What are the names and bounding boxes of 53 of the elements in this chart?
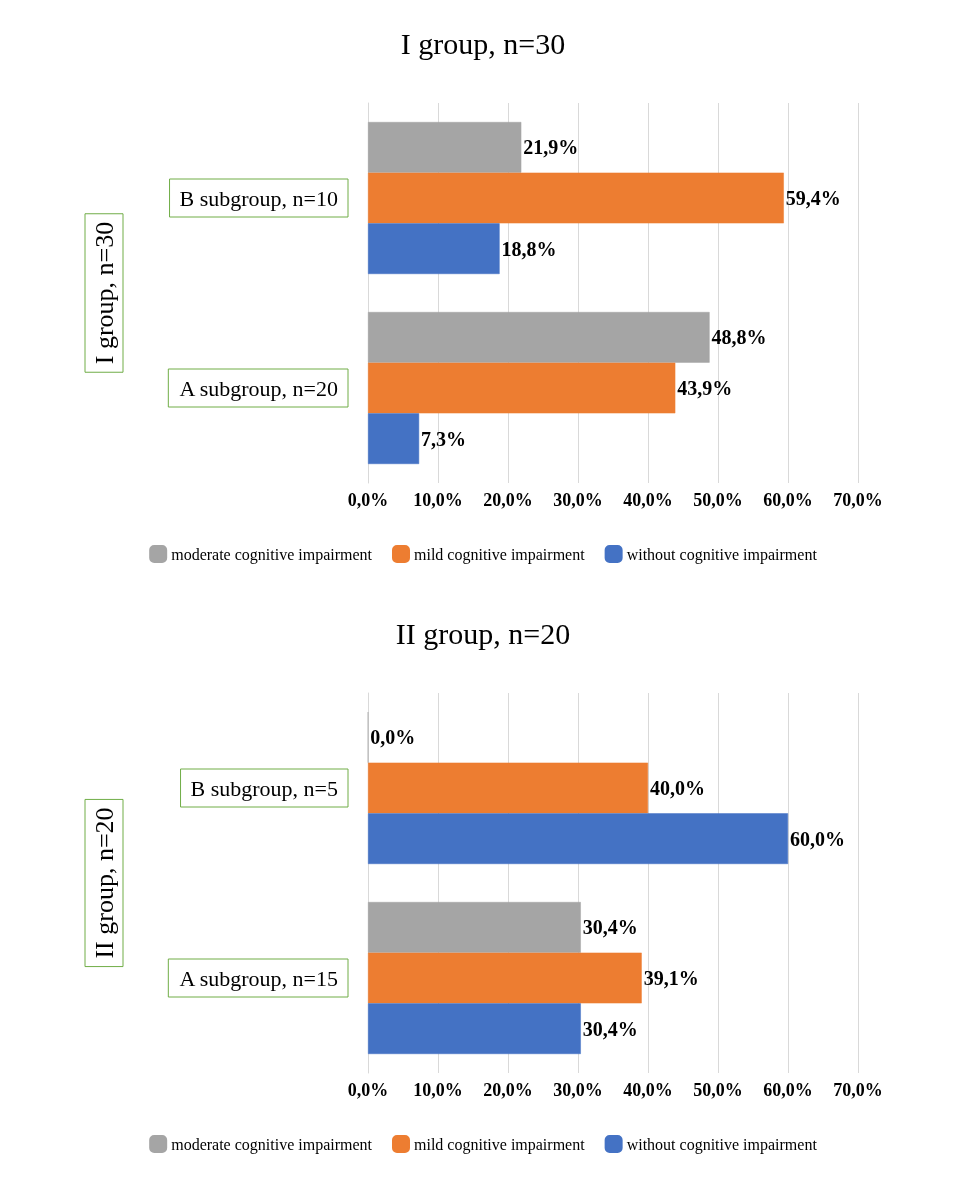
x-tick-label: 50,0% [693,490,743,510]
data-label: 7,3% [421,427,467,450]
x-tick-label: 50,0% [693,1080,743,1100]
y-axis-title: II group, n=20 [89,807,119,959]
data-label: 43,9% [677,377,733,399]
data-label: 48,8% [711,326,767,349]
x-tick-label: 30,0% [553,1080,603,1100]
data-label: 30,4% [582,916,638,939]
bar [368,362,676,414]
chart-title: I group, n=30 [400,26,566,60]
y-tick-label: A subgroup, n=20 [179,375,338,401]
data-label: 39,1% [643,967,699,989]
bar [368,813,788,864]
x-tick-label: 0,0% [347,1080,389,1100]
bar [368,952,642,1004]
x-tick-label: 60,0% [763,1080,813,1100]
data-label: 0,0% [370,726,416,749]
bar [368,762,648,814]
data-label: 21,9% [523,136,579,159]
chart-title: II group, n=20 [395,616,571,650]
data-label: 59,4% [785,187,841,209]
legend-label: without cognitive impairment [626,1135,818,1154]
bar [368,1003,581,1054]
y-tick-label: A subgroup, n=15 [179,965,338,991]
x-tick-label: 10,0% [413,490,463,510]
bar [368,223,500,274]
x-tick-label: 60,0% [763,490,813,510]
legend-label: moderate cognitive impairment [171,1135,373,1154]
x-tick-label: 70,0% [833,490,883,510]
legend-label: moderate cognitive impairment [171,545,373,564]
legend-label: mild cognitive impairment [414,1135,586,1154]
data-label: 30,4% [582,1017,638,1040]
x-tick-label: 40,0% [623,490,673,510]
y-tick-label: B subgroup, n=10 [179,185,338,211]
x-tick-label: 10,0% [413,1080,463,1100]
legend-label: mild cognitive impairment [414,545,586,564]
data-label: 18,8% [501,237,557,260]
legend-label: without cognitive impairment [626,545,818,564]
data-label: 60,0% [790,827,845,850]
bar [368,172,784,224]
x-tick-label: 70,0% [833,1080,883,1100]
data-label: 40,0% [650,777,705,799]
x-tick-label: 30,0% [553,490,603,510]
bar [368,413,420,464]
y-tick-label: B subgroup, n=5 [190,775,338,801]
x-tick-label: 20,0% [483,1080,533,1100]
y-axis-title: I group, n=30 [89,221,119,365]
x-tick-label: 40,0% [623,1080,673,1100]
bar [368,312,710,363]
x-tick-label: 20,0% [483,490,533,510]
bar [368,122,522,173]
x-tick-label: 0,0% [347,490,389,510]
bar [368,902,581,953]
